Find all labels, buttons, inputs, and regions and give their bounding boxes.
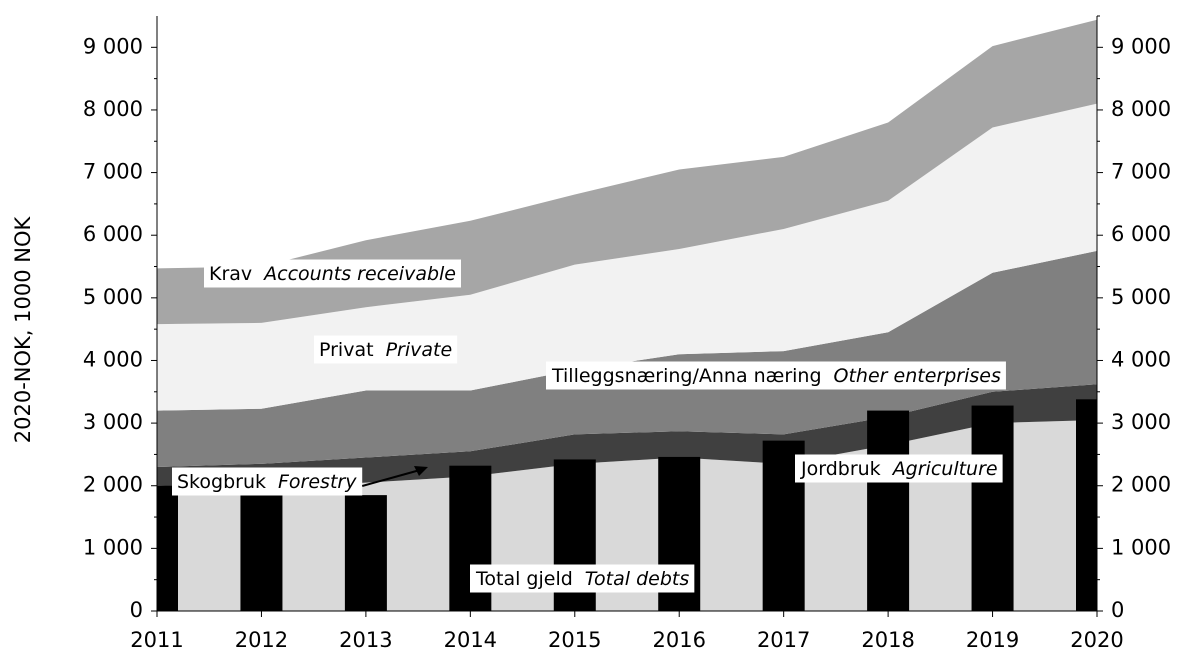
label-text-en: Forestry [278, 471, 357, 493]
series-label: Krav Accounts receivable [209, 263, 456, 285]
label-text: Total gjeld [475, 568, 573, 590]
arrow [361, 469, 421, 487]
bar [240, 492, 283, 611]
label-text: Tilleggsnæring/Anna næring [551, 365, 822, 387]
x-tick-label: 2011 [130, 628, 183, 652]
bar [971, 405, 1014, 611]
label-text: Krav [209, 263, 252, 285]
x-tick-label: 2019 [966, 628, 1019, 652]
series-label: Skogbruk Forestry [177, 471, 357, 493]
label-box [795, 454, 1003, 483]
x-tick-label: 2018 [861, 628, 914, 652]
y2-tick-label: 7 000 [1111, 160, 1171, 184]
y-tick-label: 0 [130, 598, 143, 622]
y-tick-label: 6 000 [83, 222, 143, 246]
x-tick-label: 2015 [548, 628, 601, 652]
x-tick-label: 2014 [444, 628, 497, 652]
y-tick-label: 7 000 [83, 160, 143, 184]
label-box [172, 467, 363, 496]
bar [1076, 399, 1097, 611]
label-text-en: Accounts receivable [262, 263, 456, 285]
y2-tick-label: 0 [1111, 598, 1124, 622]
label-text: Jordbruk [800, 458, 881, 480]
y2-tick-label: 1 000 [1111, 535, 1171, 559]
x-tick-label: 2012 [235, 628, 288, 652]
label-text-en: Total debts [585, 568, 690, 590]
y-tick-label: 5 000 [83, 285, 143, 309]
series-label: Privat Private [319, 339, 452, 361]
bar [344, 495, 387, 611]
area [157, 19, 1097, 325]
y2-tick-label: 6 000 [1111, 222, 1171, 246]
area [157, 103, 1097, 411]
series-label: Tilleggsnæring/Anna næring Other enterpri… [551, 365, 1001, 387]
y2-tick-label: 8 000 [1111, 97, 1171, 121]
series-label: Total gjeld Total debts [475, 568, 689, 590]
bar [867, 410, 910, 611]
label-box [546, 361, 1006, 390]
label-box [204, 259, 461, 288]
x-tick-label: 2020 [1070, 628, 1123, 652]
y2-tick-label: 4 000 [1111, 347, 1171, 371]
arrow-head [414, 466, 428, 476]
bar [157, 485, 178, 611]
label-box [314, 335, 458, 364]
label-box [470, 564, 695, 593]
x-tick-label: 2016 [652, 628, 705, 652]
y-tick-label: 2 000 [83, 473, 143, 497]
y-tick-label: 9 000 [83, 34, 143, 58]
y-tick-label: 8 000 [83, 97, 143, 121]
area [157, 250, 1097, 467]
y-tick-label: 1 000 [83, 535, 143, 559]
label-text-en: Other enterprises [834, 365, 1001, 387]
y2-tick-label: 3 000 [1111, 410, 1171, 434]
y2-tick-label: 2 000 [1111, 473, 1171, 497]
series-label: Jordbruk Agriculture [800, 458, 998, 480]
label-text: Skogbruk [177, 471, 266, 493]
y2-tick-label: 9 000 [1111, 34, 1171, 58]
x-tick-label: 2017 [757, 628, 810, 652]
y-tick-label: 3 000 [83, 410, 143, 434]
area [157, 384, 1097, 489]
label-text-en: Private [386, 339, 453, 361]
plot-area [157, 19, 1097, 611]
y-tick-label: 4 000 [83, 347, 143, 371]
label-text-en: Agriculture [891, 458, 998, 480]
x-tick-label: 2013 [339, 628, 392, 652]
label-text: Privat [319, 339, 374, 361]
y-axis-label: 2020-NOK, 1000 NOK [11, 216, 35, 444]
y2-tick-label: 5 000 [1111, 285, 1171, 309]
